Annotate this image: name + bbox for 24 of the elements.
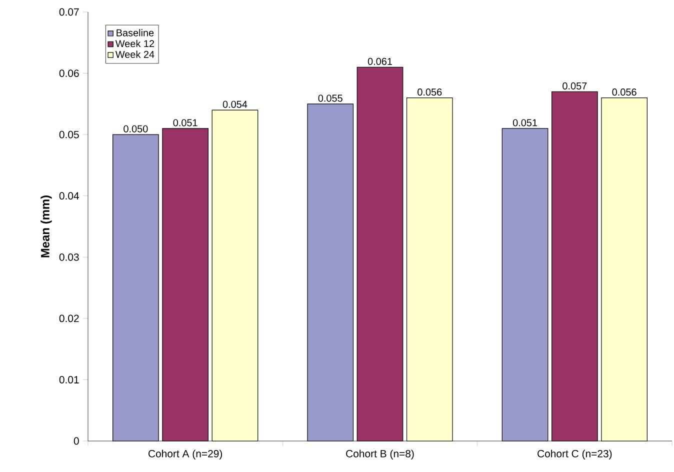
- data-label: 0.050: [124, 125, 148, 132]
- data-label: 0.056: [418, 88, 442, 96]
- legend-label: Week 24: [115, 50, 154, 58]
- y-tick-label: 0.04: [59, 192, 79, 200]
- data-label: 0.051: [512, 119, 538, 126]
- data-label: 0.056: [612, 88, 636, 96]
- y-tick-label: 0.07: [59, 8, 79, 16]
- data-label: 0.061: [368, 58, 392, 65]
- data-label: 0.055: [318, 94, 342, 102]
- x-tick-label: Cohort A (n=29): [148, 450, 222, 460]
- y-tick-label: 0.06: [59, 70, 79, 77]
- y-tick-label: 0.05: [59, 130, 79, 138]
- y-tick-label: 0: [74, 437, 79, 445]
- y-axis-title: Mean (mm): [40, 196, 52, 258]
- data-label: 0.054: [222, 100, 248, 108]
- y-tick-label: 0.03: [59, 253, 79, 261]
- y-tick-label: 0.02: [59, 314, 79, 322]
- legend-label: Week 12: [115, 40, 154, 48]
- data-label: 0.051: [173, 119, 198, 126]
- y-tick-label: 0.01: [59, 376, 79, 384]
- data-label: 0.057: [562, 82, 587, 90]
- x-tick-label: Cohort C (n=23): [538, 450, 612, 460]
- legend-label: Baseline: [116, 29, 154, 36]
- x-tick-label: Cohort B (n=8): [346, 450, 414, 460]
